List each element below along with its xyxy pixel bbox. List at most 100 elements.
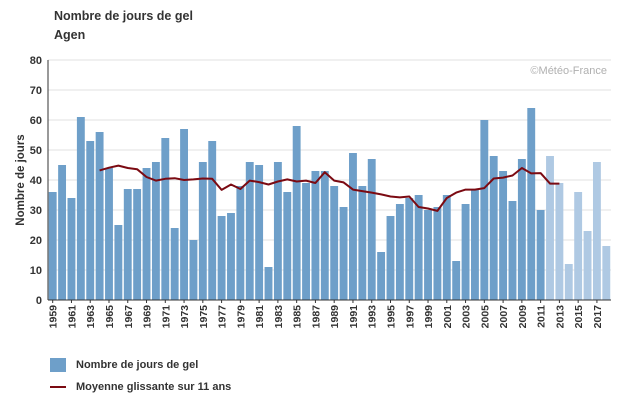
bar <box>536 210 545 300</box>
grid-layer <box>48 59 611 271</box>
legend-line-swatch <box>50 386 66 388</box>
moving-average-line <box>99 164 560 212</box>
x-tick-label: 1975 <box>198 305 210 329</box>
x-tick-label: 1997 <box>404 305 416 329</box>
bar <box>414 195 423 300</box>
legend-bar-swatch <box>50 358 66 372</box>
bar <box>358 186 367 300</box>
bar <box>592 162 601 300</box>
bar <box>198 162 207 300</box>
bar-layer <box>48 108 611 300</box>
bar <box>471 189 479 300</box>
bar <box>123 189 132 300</box>
bar <box>114 225 123 300</box>
bar <box>151 162 160 300</box>
x-tick-label: 1961 <box>67 305 79 329</box>
x-tick-label: 1987 <box>310 305 322 329</box>
bar <box>527 108 536 300</box>
x-tick-label: 2009 <box>517 305 529 329</box>
bar <box>546 156 554 300</box>
bar <box>499 171 508 300</box>
x-tick-label: 1965 <box>104 305 116 329</box>
chart-title: Nombre de jours de gel <box>54 9 193 23</box>
bar <box>452 261 461 300</box>
y-tick-label: 60 <box>30 115 42 127</box>
bar <box>95 132 104 300</box>
legend-item-line[interactable]: Moyenne glissante sur 11 ans <box>50 381 231 393</box>
bar <box>180 129 188 300</box>
axis-layer <box>47 60 611 303</box>
bar <box>58 165 67 300</box>
bar <box>377 252 386 300</box>
x-tick-label: 2001 <box>442 305 454 329</box>
bar <box>367 159 376 300</box>
legend-item-bars[interactable]: Nombre de jours de gel <box>50 358 198 372</box>
x-tick-label: 1993 <box>367 305 379 329</box>
bar <box>583 231 592 300</box>
bar <box>264 267 273 300</box>
x-tick-label: 1983 <box>273 305 285 329</box>
x-tick-label: 1991 <box>348 305 360 329</box>
bar <box>386 216 395 300</box>
bar <box>245 162 254 300</box>
x-tick-label: 2011 <box>536 305 548 328</box>
bar <box>349 153 357 300</box>
x-tick-label: 1985 <box>292 305 304 329</box>
credit-text: ©Météo-France <box>530 65 607 77</box>
y-tick-label: 70 <box>30 85 42 97</box>
x-tick-label: 2013 <box>554 305 566 329</box>
y-axis-title: Nombre de jours <box>15 134 27 225</box>
bar <box>424 210 432 300</box>
bar <box>433 207 442 300</box>
bar <box>395 204 404 300</box>
y-tick-label: 10 <box>30 265 42 277</box>
bar <box>142 168 151 300</box>
x-tick-label: 1979 <box>235 305 247 329</box>
x-tick-label: 1967 <box>123 305 135 329</box>
x-tick-label: 2015 <box>573 305 585 329</box>
bar <box>170 228 179 300</box>
y-tick-label: 0 <box>36 295 42 307</box>
y-tick-label: 40 <box>30 175 42 187</box>
x-tick-label: 1959 <box>48 305 60 329</box>
bar <box>555 183 564 300</box>
x-tick-label: 2005 <box>479 305 491 329</box>
x-tick-label: 1995 <box>386 305 398 329</box>
bar <box>105 168 113 300</box>
bar <box>574 192 583 300</box>
x-tick-label: 1969 <box>142 305 154 329</box>
x-tick-label: 2007 <box>498 305 510 329</box>
bar <box>217 216 226 300</box>
bar <box>302 183 310 300</box>
bar <box>67 198 76 300</box>
x-tick-label: 1981 <box>254 305 266 329</box>
bar <box>311 171 320 300</box>
x-tick-label: 2003 <box>461 305 473 329</box>
bar <box>255 165 264 300</box>
bar <box>292 126 301 300</box>
bar <box>489 156 498 300</box>
bar <box>48 192 57 300</box>
chart-subtitle: Agen <box>54 28 86 42</box>
bar <box>602 246 611 300</box>
bar <box>339 207 348 300</box>
bar <box>564 264 573 300</box>
bar <box>273 162 282 300</box>
x-tick-label: 1977 <box>217 305 229 329</box>
y-tick-label: 80 <box>30 55 42 67</box>
bar <box>461 204 470 300</box>
label-layer: 0 10 20 30 40 50 60 70 80 1959 1961 1963 1965 1967 196… <box>15 55 607 328</box>
bar <box>517 159 526 300</box>
bar <box>133 189 142 300</box>
x-tick-label: 1999 <box>423 305 435 329</box>
legend-label-bars: Nombre de jours de gel <box>76 359 199 371</box>
bar <box>227 213 235 300</box>
bar <box>320 171 329 300</box>
x-tick-label: 2017 <box>592 305 604 329</box>
bar <box>76 117 85 300</box>
bar <box>480 120 489 300</box>
bar <box>330 186 339 300</box>
bar <box>508 201 517 300</box>
x-tick-label: 1963 <box>85 305 97 329</box>
